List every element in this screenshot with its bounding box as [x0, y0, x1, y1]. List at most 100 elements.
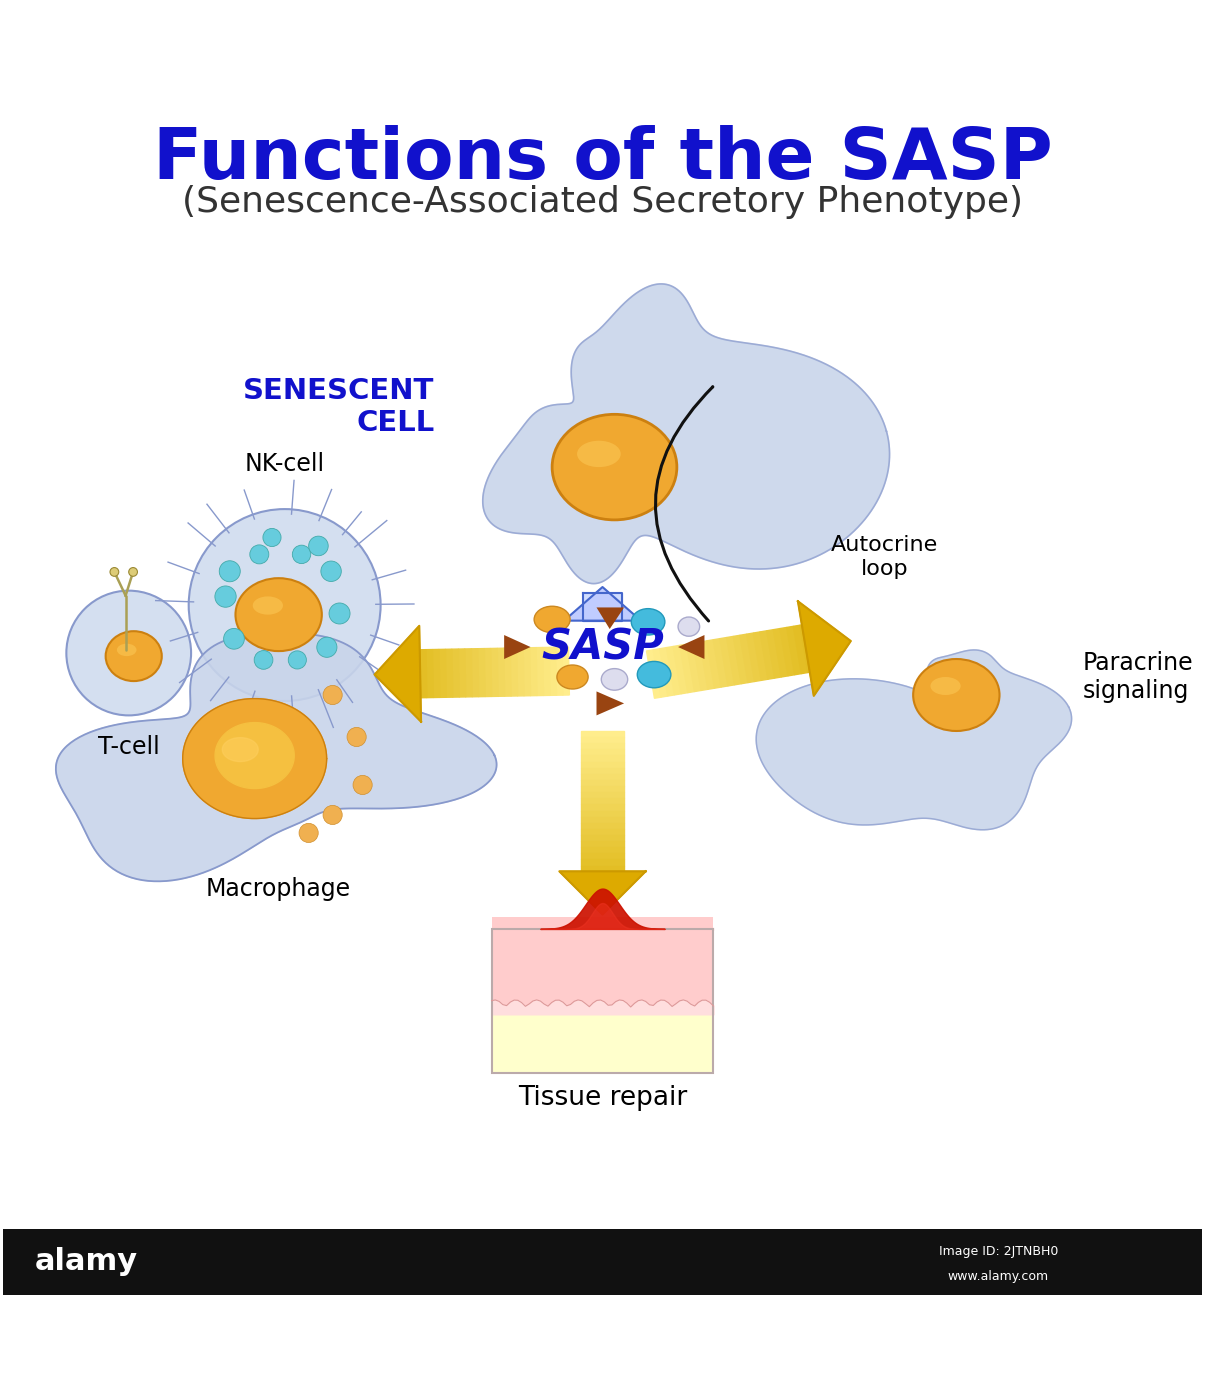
Polygon shape	[581, 731, 624, 737]
Polygon shape	[800, 626, 810, 673]
Polygon shape	[222, 738, 259, 762]
Polygon shape	[564, 587, 641, 620]
Polygon shape	[767, 630, 781, 678]
Polygon shape	[678, 635, 705, 659]
Circle shape	[292, 545, 311, 563]
Circle shape	[316, 637, 337, 657]
Polygon shape	[426, 649, 433, 698]
Circle shape	[321, 562, 342, 581]
Polygon shape	[465, 649, 473, 696]
Polygon shape	[659, 648, 674, 696]
Ellipse shape	[678, 617, 700, 637]
Text: www.alamy.com: www.alamy.com	[947, 1269, 1049, 1283]
Polygon shape	[183, 699, 327, 819]
Polygon shape	[797, 602, 851, 696]
Polygon shape	[549, 648, 557, 695]
Polygon shape	[530, 648, 537, 696]
Polygon shape	[756, 651, 1072, 830]
Circle shape	[288, 651, 306, 669]
Text: Macrophage: Macrophage	[206, 877, 352, 901]
Ellipse shape	[236, 578, 322, 651]
Polygon shape	[581, 792, 624, 798]
Ellipse shape	[631, 609, 665, 635]
Circle shape	[250, 545, 269, 564]
Text: T-cell: T-cell	[98, 734, 160, 759]
Polygon shape	[581, 744, 624, 749]
Polygon shape	[581, 798, 624, 805]
Polygon shape	[432, 649, 440, 698]
Polygon shape	[510, 648, 518, 696]
Polygon shape	[438, 649, 447, 698]
Polygon shape	[686, 644, 701, 692]
Text: (Senescence-Associated Secretory Phenotype): (Senescence-Associated Secretory Phenoty…	[182, 185, 1023, 220]
Ellipse shape	[930, 677, 961, 695]
Polygon shape	[747, 632, 761, 681]
Polygon shape	[556, 648, 563, 695]
Ellipse shape	[253, 596, 283, 614]
Text: Functions of the SASP: Functions of the SASP	[153, 125, 1053, 195]
Polygon shape	[516, 648, 524, 696]
Polygon shape	[584, 594, 621, 620]
Polygon shape	[504, 635, 531, 659]
Polygon shape	[759, 631, 774, 680]
FancyBboxPatch shape	[492, 917, 713, 1012]
Polygon shape	[726, 637, 741, 685]
Circle shape	[324, 685, 342, 705]
Circle shape	[324, 805, 342, 824]
Text: alamy: alamy	[35, 1247, 138, 1276]
Circle shape	[309, 537, 328, 556]
Polygon shape	[734, 635, 748, 684]
Polygon shape	[215, 723, 294, 788]
FancyBboxPatch shape	[492, 1012, 713, 1073]
Polygon shape	[753, 632, 768, 680]
Polygon shape	[504, 648, 512, 696]
Polygon shape	[646, 651, 661, 698]
Circle shape	[299, 823, 319, 842]
Polygon shape	[446, 649, 453, 698]
Polygon shape	[497, 648, 504, 696]
Text: Image ID: 2JTNBH0: Image ID: 2JTNBH0	[939, 1245, 1059, 1258]
Polygon shape	[523, 648, 530, 696]
Circle shape	[353, 776, 372, 795]
Text: SASP: SASP	[541, 626, 664, 669]
Polygon shape	[581, 780, 624, 785]
Polygon shape	[597, 607, 624, 630]
Polygon shape	[581, 810, 624, 816]
Polygon shape	[581, 785, 624, 792]
Polygon shape	[581, 816, 624, 823]
Polygon shape	[581, 755, 624, 762]
Polygon shape	[581, 737, 624, 744]
Polygon shape	[581, 823, 624, 828]
Polygon shape	[680, 644, 695, 692]
Polygon shape	[713, 638, 728, 687]
Polygon shape	[581, 848, 624, 853]
Circle shape	[215, 587, 236, 607]
Text: SENESCENT
CELL: SENESCENT CELL	[243, 377, 435, 438]
Ellipse shape	[106, 631, 161, 681]
Polygon shape	[740, 634, 755, 682]
Ellipse shape	[601, 669, 628, 691]
Polygon shape	[653, 649, 668, 698]
Polygon shape	[581, 749, 624, 755]
Polygon shape	[581, 866, 624, 872]
Text: Autocrine
loop: Autocrine loop	[830, 535, 938, 578]
Polygon shape	[471, 649, 479, 696]
Polygon shape	[707, 639, 722, 688]
Polygon shape	[458, 649, 465, 696]
Ellipse shape	[534, 606, 570, 632]
Polygon shape	[667, 646, 681, 695]
Polygon shape	[794, 626, 808, 674]
Ellipse shape	[117, 644, 137, 656]
Circle shape	[263, 528, 281, 546]
FancyArrowPatch shape	[656, 386, 713, 621]
Polygon shape	[420, 649, 427, 698]
Polygon shape	[559, 872, 646, 915]
Polygon shape	[773, 628, 788, 677]
Polygon shape	[581, 859, 624, 866]
Polygon shape	[581, 841, 624, 848]
Polygon shape	[542, 648, 549, 695]
Bar	[2, 1229, 1203, 1294]
Circle shape	[66, 591, 192, 716]
Circle shape	[189, 509, 381, 701]
Ellipse shape	[578, 441, 620, 467]
